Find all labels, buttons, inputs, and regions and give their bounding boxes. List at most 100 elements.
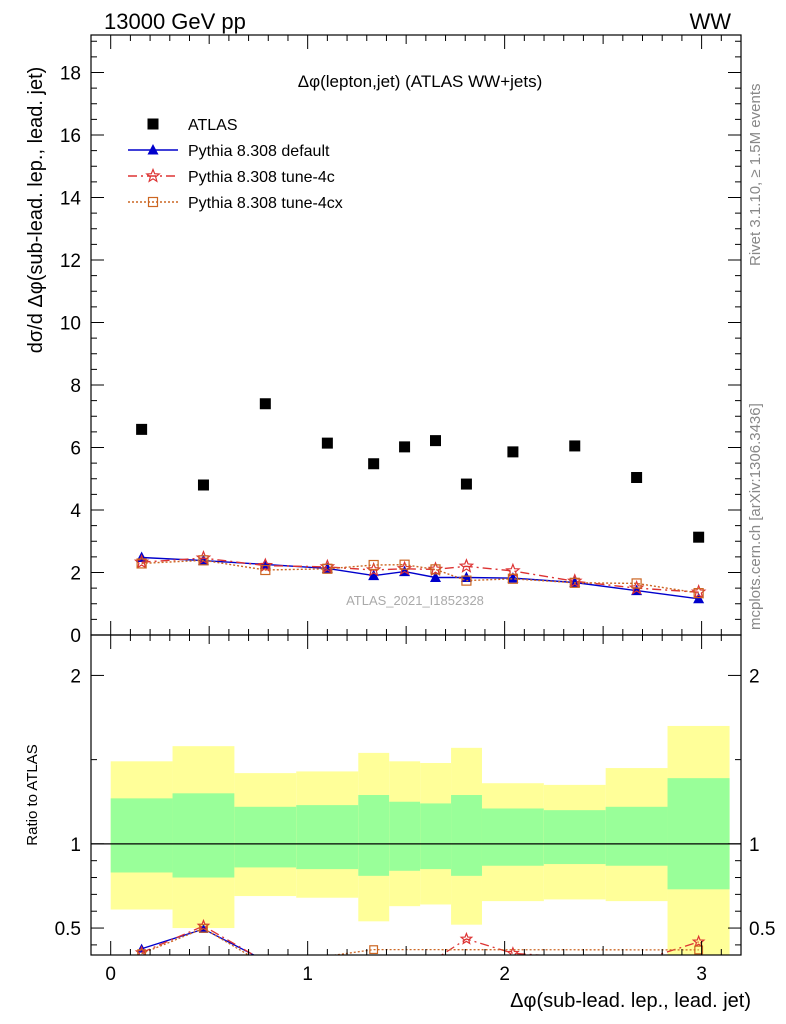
data-point-marker <box>147 196 159 208</box>
data-point-marker <box>197 479 209 491</box>
data-point-marker <box>369 945 379 955</box>
legend-label: ATLAS <box>188 117 238 134</box>
y-tick-label: 8 <box>70 376 81 397</box>
data-point-marker <box>507 572 519 583</box>
series-atlas <box>136 398 705 543</box>
uncertainty-band-inner <box>296 805 359 870</box>
data-point-marker <box>259 398 271 410</box>
data-point-marker <box>693 531 705 543</box>
ratio-series-line <box>141 927 699 955</box>
mcplots-credit-note: mcplots.cern.ch [arXiv:1306.3436] <box>747 403 764 630</box>
analysis-tag: ATLAS_2021_I1852328 <box>346 593 484 608</box>
uncertainty-band-inner <box>451 795 482 876</box>
data-point-marker <box>461 575 472 586</box>
ratio-y-tick-label: 1 <box>70 835 81 856</box>
uncertainty-band-inner <box>172 793 235 878</box>
y-tick-label: 10 <box>60 314 81 335</box>
ratio-y-axis-label: Ratio to ATLAS <box>24 744 41 845</box>
x-axis-label: Δφ(sub-lead. lep., lead. jet) <box>510 990 751 1012</box>
data-point-marker <box>460 478 472 490</box>
x-tick-label: 0 <box>105 964 116 985</box>
uncertainty-band-inner <box>667 778 730 890</box>
data-point-marker <box>430 564 441 575</box>
data-point-marker <box>145 167 161 183</box>
data-point-marker <box>147 118 159 130</box>
legend-entry: Pythia 8.308 tune-4c <box>128 167 335 186</box>
data-point-marker <box>136 423 148 435</box>
data-point-marker <box>137 949 147 955</box>
ratio-series-line <box>141 925 699 955</box>
ratio-plot-panel: 0.5 0.5 1 1 2 2 0 1 2 3 <box>55 634 775 985</box>
data-point-marker <box>507 573 519 584</box>
data-point-marker <box>321 437 333 449</box>
main-y-axis-label: dσ/d Δφ(sub-lead. lep., lead. jet) <box>25 67 47 354</box>
header-process-label: 13000 GeV pp <box>104 9 246 34</box>
legend-label: Pythia 8.308 tune-4c <box>188 169 335 186</box>
uncertainty-band-inner <box>481 808 544 866</box>
ratio-y-tick-label: 1 <box>749 835 760 856</box>
ratio-y-tick-label: 0.5 <box>749 919 775 940</box>
uncertainty-band-inner <box>389 801 421 871</box>
uncertainty-band-inner <box>543 810 606 865</box>
y-tick-label: 14 <box>60 189 82 210</box>
data-point-marker <box>459 931 474 945</box>
x-tick-label: 1 <box>302 964 313 985</box>
legend-entry: ATLAS <box>147 117 238 134</box>
data-point-marker <box>569 577 580 588</box>
data-point-marker <box>458 558 475 573</box>
legend-entry: Pythia 8.308 default <box>128 143 330 160</box>
uncertainty-band-inner <box>234 806 297 868</box>
data-point-marker <box>691 934 706 948</box>
ratio-series-pythia-8-308-tune-4cx <box>137 923 704 955</box>
uncertainty-band-inner <box>605 806 668 866</box>
data-point-marker <box>368 559 379 571</box>
series-line <box>141 557 699 593</box>
y-tick-label: 2 <box>70 564 81 585</box>
data-point-marker <box>368 458 380 470</box>
data-point-marker <box>693 588 704 599</box>
x-tick-label: 2 <box>499 964 510 985</box>
uncertainty-band-inner <box>110 798 173 873</box>
y-tick-label: 12 <box>60 251 81 272</box>
legend-label: Pythia 8.308 default <box>188 143 330 160</box>
legend-entry: Pythia 8.308 tune-4cx <box>128 195 343 212</box>
x-tick-label: 3 <box>696 964 707 985</box>
ratio-y-tick-label: 2 <box>70 666 81 687</box>
data-point-marker <box>136 558 147 569</box>
ratio-y-tick-label: 0.5 <box>55 919 81 940</box>
ratio-plot-frame <box>90 634 742 956</box>
data-point-marker <box>631 578 642 589</box>
data-point-marker <box>198 555 209 566</box>
data-point-marker <box>399 441 411 453</box>
y-tick-label: 6 <box>70 439 81 460</box>
y-tick-label: 18 <box>60 64 81 85</box>
legend-label: Pythia 8.308 tune-4cx <box>188 195 343 212</box>
data-point-marker <box>569 440 581 452</box>
main-plot-panel: 0 2 4 6 8 10 12 14 16 18 <box>60 34 742 647</box>
uncertainty-band-inner <box>358 795 390 876</box>
series-line <box>141 556 699 600</box>
data-point-marker <box>506 946 520 955</box>
data-point-marker <box>399 559 410 570</box>
data-point-marker <box>368 569 380 581</box>
data-point-marker <box>430 435 441 447</box>
data-point-marker <box>507 446 519 458</box>
ratio-y-tick-label: 2 <box>749 666 760 687</box>
data-point-marker <box>430 571 441 582</box>
header-channel-label: WW <box>689 9 731 34</box>
data-point-marker <box>199 923 208 933</box>
uncertainty-band-inner <box>420 803 452 870</box>
data-point-marker <box>322 563 333 574</box>
series-pythia-8-308-tune-4cx <box>136 555 704 599</box>
data-point-marker <box>257 557 274 573</box>
main-plot-title: Δφ(lepton,jet) (ATLAS WW+jets) <box>298 72 543 91</box>
legend: ATLAS Pythia 8.308 default Pythia 8.308 tu… <box>128 117 343 212</box>
data-point-marker <box>694 945 704 955</box>
y-tick-label: 4 <box>70 501 81 522</box>
y-tick-label: 16 <box>60 126 81 147</box>
data-point-marker <box>147 144 159 155</box>
data-point-marker <box>260 564 271 576</box>
y-tick-label: 0 <box>70 626 81 647</box>
data-point-marker <box>631 472 643 483</box>
